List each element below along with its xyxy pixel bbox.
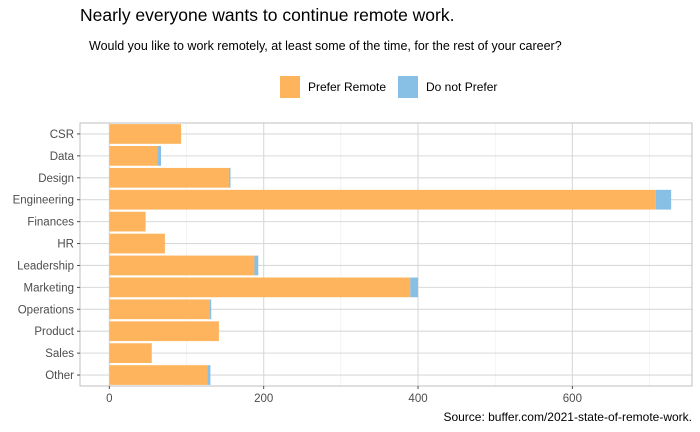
legend-label-prefer-remote: Prefer Remote [308, 80, 387, 94]
legend-swatch-do-not-prefer [398, 76, 418, 98]
x-tick-label: 600 [563, 393, 582, 405]
chart-caption: Source: buffer.com/2021-state-of-remote-… [443, 410, 692, 424]
x-tick-label: 0 [106, 393, 112, 405]
bar-marketing-prefer-remote [109, 277, 411, 298]
y-tick-label-hr: HR [57, 239, 74, 251]
bar-engineering-do-not-prefer [655, 189, 672, 210]
y-tick-label-sales: Sales [45, 348, 74, 360]
y-tick-label-other: Other [45, 370, 74, 382]
x-tick-label: 400 [408, 393, 427, 405]
bar-operations-prefer-remote [109, 299, 210, 320]
bar-leadership-prefer-remote [109, 255, 255, 276]
legend-item-do-not-prefer: Do not Prefer [398, 75, 497, 99]
bar-csr-prefer-remote [109, 124, 182, 144]
bar-data-do-not-prefer [157, 146, 162, 166]
legend-item-prefer-remote: Prefer Remote [280, 75, 386, 99]
y-tick-label-data: Data [50, 151, 75, 163]
bar-engineering-prefer-remote [109, 189, 656, 210]
y-tick-label-leadership: Leadership [17, 260, 74, 272]
chart-title: Nearly everyone wants to continue remote… [80, 5, 455, 25]
y-tick-label-product: Product [34, 326, 74, 338]
panel-border [79, 122, 693, 387]
plot-panel [80, 123, 692, 386]
bar-hr-prefer-remote [109, 233, 165, 254]
bar-operations-do-not-prefer [209, 299, 212, 320]
bar-finances-prefer-remote [109, 211, 146, 232]
bar-design-prefer-remote [109, 167, 229, 188]
legend: Prefer Remote Do not Prefer [0, 75, 700, 101]
legend-label-do-not-prefer: Do not Prefer [426, 80, 498, 94]
bar-sales-prefer-remote [109, 343, 152, 363]
y-tick-label-engineering: Engineering [13, 195, 74, 207]
bar-other-do-not-prefer [207, 365, 211, 385]
bar-product-prefer-remote [109, 321, 219, 342]
y-tick-label-marketing: Marketing [24, 282, 75, 294]
chart-subtitle: Would you like to work remotely, at leas… [89, 39, 562, 53]
legend-swatch-prefer-remote [280, 76, 300, 98]
bar-other-prefer-remote [109, 365, 208, 385]
y-tick-label-finances: Finances [27, 217, 74, 229]
y-tick-label-design: Design [38, 173, 74, 185]
bar-data-prefer-remote [109, 146, 158, 166]
x-tick-label: 200 [254, 393, 273, 405]
bar-leadership-do-not-prefer [254, 255, 259, 276]
y-tick-label-csr: CSR [50, 129, 74, 141]
y-tick-label-operations: Operations [18, 304, 75, 316]
bar-design-do-not-prefer [228, 167, 231, 188]
bar-marketing-do-not-prefer [410, 277, 419, 298]
